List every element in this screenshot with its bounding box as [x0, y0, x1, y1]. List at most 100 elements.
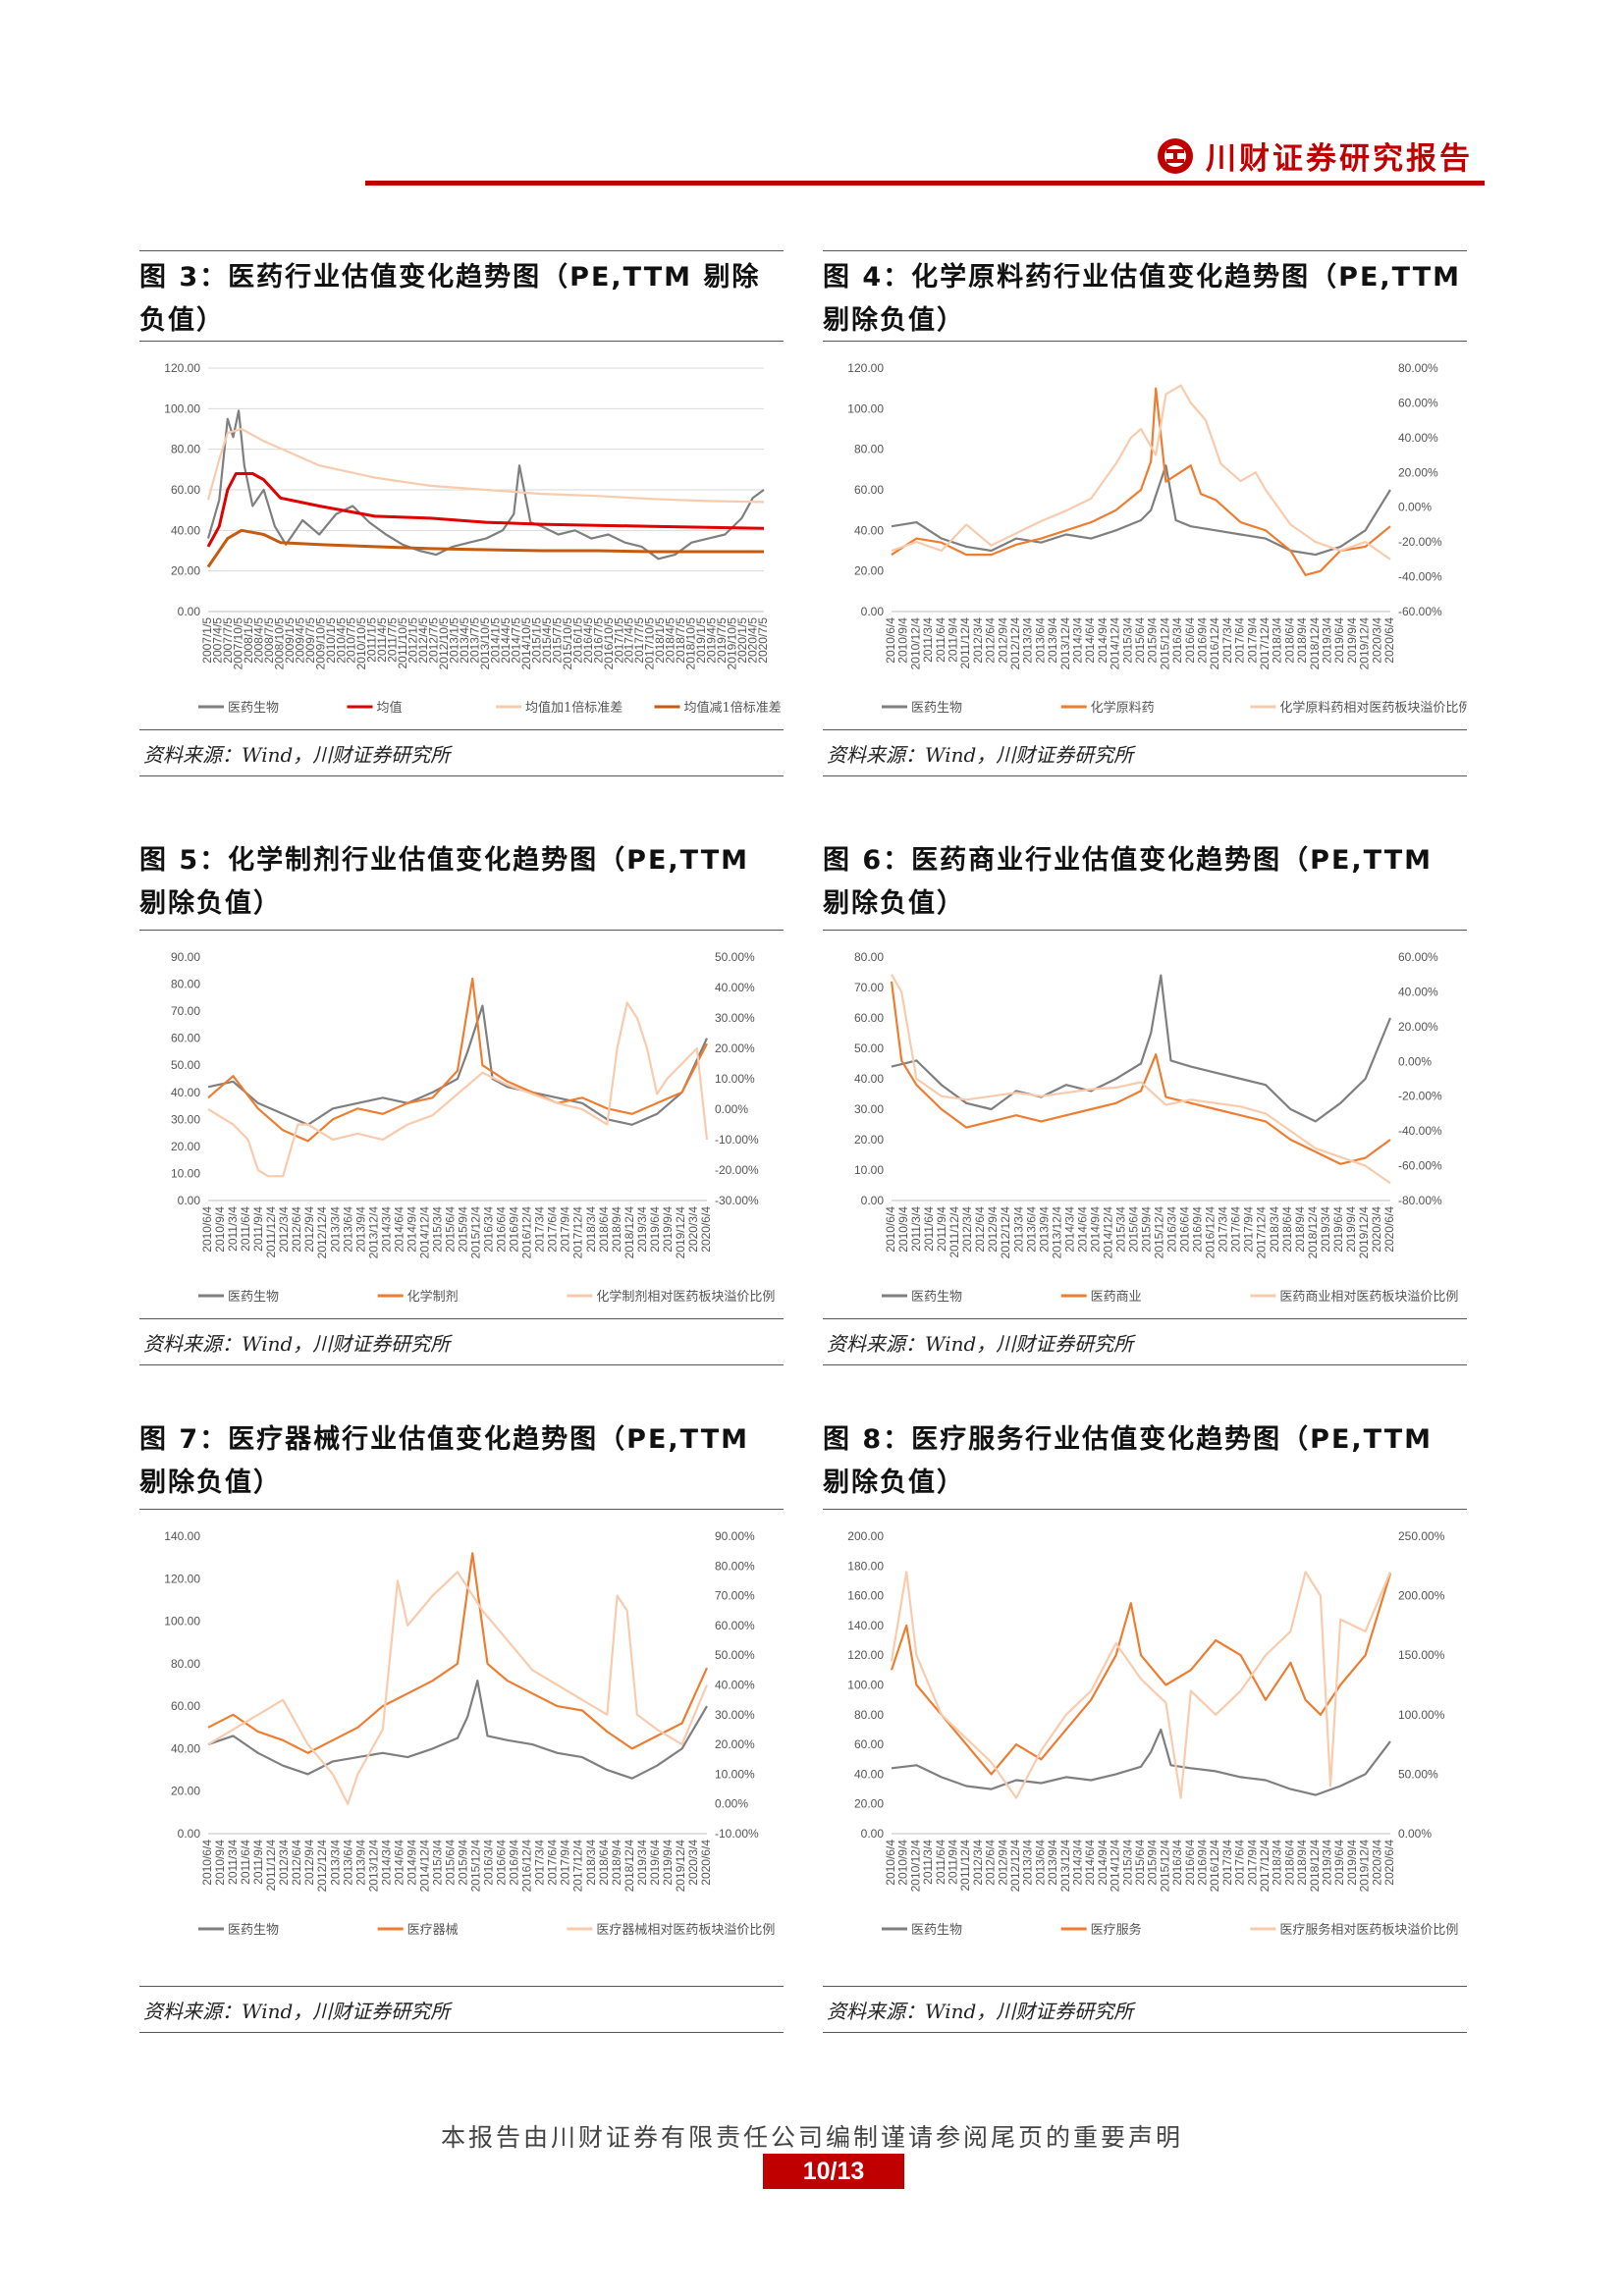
x-tick-label: 2016/3/4 [1170, 1840, 1184, 1886]
figure-title-rule [823, 930, 1467, 931]
x-tick-label: 2017/12/4 [1258, 1840, 1272, 1893]
x-tick-label: 2017/12/4 [571, 1206, 585, 1259]
x-tick-label: 2018/4/5 [664, 617, 677, 664]
x-tick-label: 2012/12/4 [1008, 617, 1022, 670]
y2-tick-label: 50.00% [1398, 1767, 1438, 1781]
figure-source: 资料来源：Wind，川财证券研究所 [143, 2000, 451, 2023]
x-tick-label: 2016/1/5 [570, 617, 584, 664]
series-line-0 [207, 1004, 708, 1126]
x-tick-label: 2016/7/5 [591, 617, 605, 664]
x-tick-label: 2020/3/4 [686, 1206, 700, 1253]
x-tick-label: 2010/6/4 [200, 1840, 214, 1886]
x-tick-label: 2013/1/5 [448, 617, 461, 664]
figure-source: 资料来源：Wind，川财证券研究所 [827, 1332, 1134, 1356]
x-tick-label: 2018/12/4 [1308, 617, 1322, 670]
x-tick-label: 2010/6/4 [884, 1840, 897, 1886]
x-tick-label: 2019/3/4 [1319, 1206, 1332, 1253]
figure-source: 资料来源：Wind，川财证券研究所 [827, 2000, 1134, 2023]
x-tick-label: 2016/6/4 [495, 1840, 509, 1886]
legend-label: 医药商业相对医药板块溢价比例 [1279, 1290, 1458, 1305]
y2-tick-label: -20.00% [1398, 535, 1442, 549]
x-tick-label: 2010/4/5 [334, 617, 348, 664]
figure-source: 资料来源：Wind，川财证券研究所 [143, 743, 451, 767]
x-tick-label: 2018/9/4 [610, 1206, 623, 1253]
x-tick-label: 2012/6/4 [984, 617, 998, 664]
x-tick-label: 2019/12/4 [674, 1206, 687, 1259]
x-tick-label: 2019/3/4 [635, 1840, 649, 1886]
series-line-1 [207, 1552, 709, 1754]
x-tick-label: 2016/3/4 [482, 1206, 496, 1253]
x-tick-label: 2012/3/4 [277, 1840, 291, 1886]
x-tick-label: 2016/12/4 [520, 1840, 534, 1893]
y-tick-label: 60.00 [854, 1737, 884, 1751]
x-tick-label: 2010/9/4 [896, 1206, 910, 1253]
x-tick-label: 2017/10/5 [643, 617, 657, 670]
figure-6-chart: 0.00 10.00 20.00 30.00 40.00 50.00 60.00 70.00 8… [854, 950, 1458, 1305]
x-tick-label: 2012/3/4 [960, 1206, 974, 1253]
x-tick-label: 2011/6/4 [239, 1840, 252, 1885]
figure-top-rule [823, 250, 1467, 251]
x-tick-label: 2017/3/4 [533, 1840, 547, 1886]
y2-tick-label: 50.00% [715, 950, 755, 964]
y2-tick-label: 80.00% [1398, 361, 1438, 375]
x-tick-label: 2013/3/4 [1011, 1206, 1025, 1253]
y2-tick-label: 150.00% [1398, 1648, 1445, 1662]
y-tick-label: 10.00 [171, 1166, 200, 1180]
y2-tick-label: 100.00% [1398, 1708, 1445, 1722]
x-tick-label: 2014/3/4 [379, 1206, 393, 1253]
y-tick-label: 100.00 [164, 1615, 200, 1629]
x-tick-label: 2011/9/4 [251, 1206, 265, 1252]
y-tick-label: 140.00 [847, 1619, 884, 1632]
x-tick-label: 2019/12/4 [1358, 1840, 1372, 1893]
x-tick-label: 2010/9/4 [896, 617, 910, 664]
x-tick-label: 2014/6/4 [392, 1206, 406, 1253]
x-tick-label: 2015/12/4 [1158, 617, 1171, 670]
x-tick-label: 2015/9/4 [1146, 1840, 1160, 1886]
figure-source: 资料来源：Wind，川财证券研究所 [143, 1332, 451, 1356]
figure-4-chart: 0.00 20.00 40.00 60.00 80.00 100.00 120.00 -60.… [847, 361, 1467, 716]
x-tick-label: 2018/7/5 [674, 617, 687, 664]
x-tick-label: 2011/4/5 [375, 617, 389, 663]
x-tick-label: 2014/7/5 [509, 617, 522, 664]
y-tick-label: 20.00 [854, 564, 884, 578]
x-tick-label: 2019/1/5 [694, 617, 708, 664]
x-tick-label: 2011/6/4 [934, 617, 947, 663]
series-line-3 [206, 528, 764, 568]
x-tick-label: 2007/10/5 [231, 617, 244, 670]
x-tick-label: 2018/6/4 [1280, 1206, 1294, 1253]
y-tick-label: 60.00 [171, 483, 200, 497]
y2-tick-label: 30.00% [715, 1011, 755, 1025]
x-tick-label: 2012/9/4 [986, 1206, 1000, 1253]
x-tick-label: 2013/3/4 [1021, 617, 1035, 664]
x-tick-label: 2017/9/4 [559, 1206, 572, 1253]
y2-tick-label: 30.00% [715, 1708, 755, 1722]
legend-label: 医疗服务相对医药板块溢价比例 [1279, 1922, 1458, 1938]
page-number: 10/13 [763, 2154, 904, 2189]
series-line-1 [206, 472, 765, 548]
x-tick-label: 2018/9/4 [1295, 617, 1309, 664]
y-tick-label: 20.00 [171, 564, 200, 578]
x-tick-label: 2014/3/4 [1071, 617, 1085, 664]
legend-label: 化学原料药相对医药板块溢价比例 [1279, 700, 1467, 716]
y2-tick-label: 60.00% [715, 1619, 755, 1632]
x-tick-label: 2010/9/4 [213, 1840, 227, 1886]
y-tick-label: 100.00 [164, 401, 200, 415]
y2-tick-label: 20.00% [1398, 1020, 1438, 1034]
x-tick-label: 2011/6/4 [922, 1206, 936, 1252]
x-tick-label: 2010/7/5 [345, 617, 358, 664]
x-tick-label: 2013/9/4 [353, 1840, 367, 1886]
x-tick-label: 2019/9/4 [661, 1206, 675, 1253]
series-line-1 [890, 1573, 1392, 1776]
x-tick-label: 2017/3/4 [533, 1206, 547, 1253]
x-tick-label: 2015/6/4 [1133, 617, 1147, 664]
y2-tick-label: -20.00% [1398, 1090, 1442, 1103]
x-tick-label: 2020/6/4 [1382, 1206, 1396, 1253]
y-tick-label: 120.00 [164, 361, 200, 375]
x-tick-label: 2018/1/5 [653, 617, 667, 664]
y2-tick-label: -30.00% [715, 1194, 759, 1207]
x-tick-label: 2007/1/5 [200, 617, 214, 664]
x-tick-label: 2012/3/4 [971, 1840, 985, 1886]
legend-label: 医疗器械 [407, 1923, 459, 1938]
figure-title: 图 8：医疗服务行业估值变化趋势图（PE,TTM 剔除负值） [823, 1424, 1433, 1498]
x-tick-label: 2011/9/4 [935, 1206, 948, 1252]
